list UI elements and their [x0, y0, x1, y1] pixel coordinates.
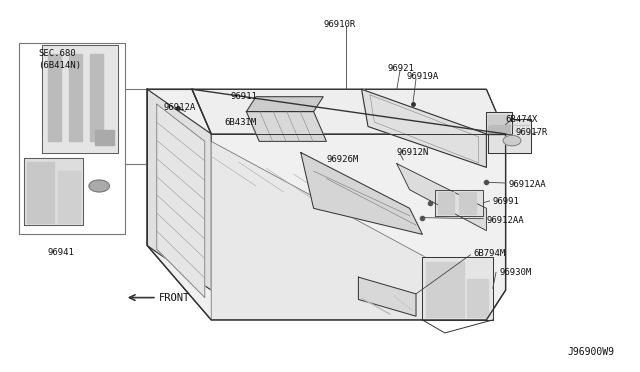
Polygon shape	[397, 164, 486, 231]
Polygon shape	[147, 89, 506, 320]
Text: 96912N: 96912N	[397, 148, 429, 157]
Polygon shape	[147, 89, 211, 290]
Polygon shape	[459, 192, 476, 214]
Text: 96912A: 96912A	[163, 103, 195, 112]
Polygon shape	[42, 45, 118, 153]
Text: 6B474X: 6B474X	[506, 115, 538, 124]
Polygon shape	[301, 153, 422, 234]
Polygon shape	[90, 54, 103, 141]
Text: 96919A: 96919A	[406, 72, 438, 81]
Polygon shape	[362, 298, 390, 314]
Text: 96941: 96941	[47, 248, 74, 257]
Text: FRONT: FRONT	[159, 294, 190, 303]
Circle shape	[89, 180, 109, 192]
Polygon shape	[362, 89, 486, 167]
Text: J96900W9: J96900W9	[568, 347, 614, 356]
Polygon shape	[192, 89, 506, 134]
Text: 96910R: 96910R	[323, 20, 355, 29]
Polygon shape	[27, 162, 54, 223]
Polygon shape	[394, 296, 413, 311]
Polygon shape	[157, 104, 205, 298]
Text: 96917R: 96917R	[515, 128, 547, 137]
Text: 6B43IM: 6B43IM	[224, 118, 256, 127]
Text: 6B794M: 6B794M	[474, 249, 506, 258]
Polygon shape	[438, 192, 454, 214]
Polygon shape	[426, 262, 464, 317]
Polygon shape	[435, 190, 483, 216]
Text: (6B414N): (6B414N)	[38, 61, 81, 70]
Circle shape	[503, 135, 521, 146]
Polygon shape	[488, 115, 510, 125]
Polygon shape	[246, 97, 323, 112]
Polygon shape	[467, 279, 488, 317]
Text: 96930M: 96930M	[499, 268, 531, 277]
Polygon shape	[24, 158, 83, 225]
Text: 96912AA: 96912AA	[509, 180, 547, 189]
Polygon shape	[488, 126, 510, 133]
Polygon shape	[246, 112, 326, 141]
Text: 96921: 96921	[387, 64, 414, 73]
Polygon shape	[488, 119, 531, 153]
Polygon shape	[486, 112, 512, 134]
Polygon shape	[358, 277, 416, 316]
Text: 96911: 96911	[230, 92, 257, 101]
Text: 96912AA: 96912AA	[486, 216, 524, 225]
Text: 96991: 96991	[493, 198, 520, 206]
Polygon shape	[58, 171, 80, 223]
Polygon shape	[69, 54, 82, 141]
Polygon shape	[211, 141, 486, 320]
Polygon shape	[95, 130, 114, 145]
Polygon shape	[422, 257, 493, 320]
Polygon shape	[48, 54, 61, 141]
Text: 96926M: 96926M	[326, 155, 358, 164]
Text: SEC.680: SEC.680	[38, 49, 76, 58]
